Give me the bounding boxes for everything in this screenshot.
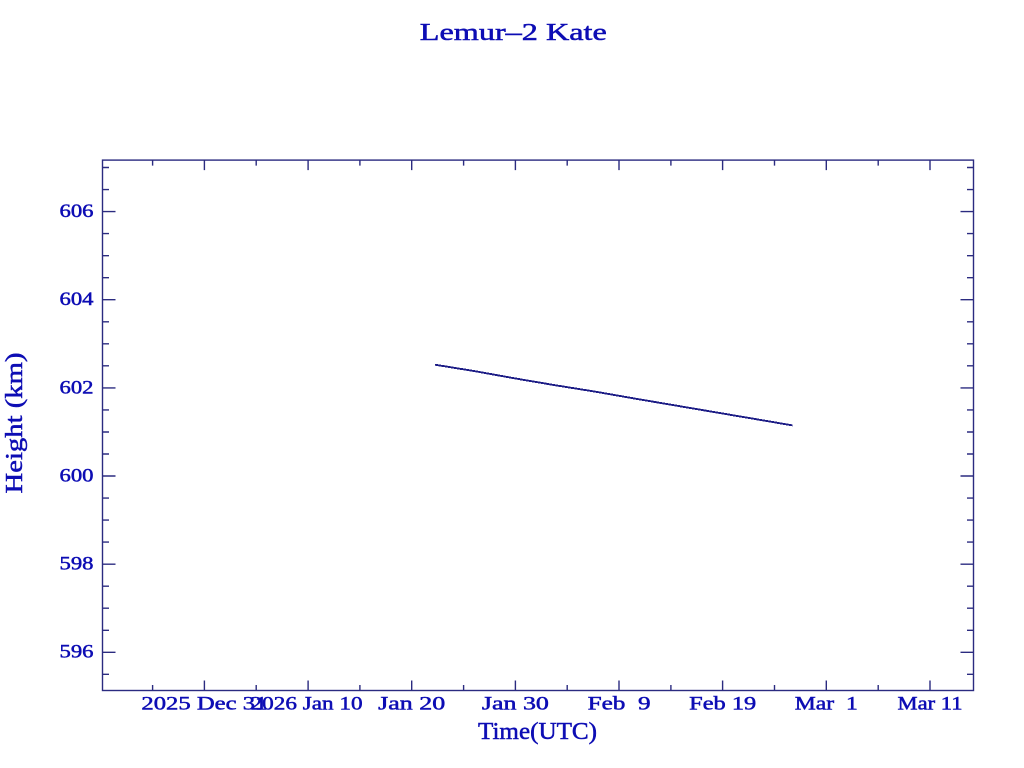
svg-text:2026 Jan 10: 2026 Jan 10 (251, 694, 363, 715)
svg-text:606: 606 (60, 201, 94, 222)
svg-text:Time(UTC): Time(UTC) (478, 719, 597, 745)
svg-text:Mar 11: Mar 11 (898, 694, 963, 715)
svg-text:Feb 9: Feb 9 (588, 694, 651, 715)
svg-text:Mar 1: Mar 1 (795, 694, 858, 715)
svg-text:602: 602 (60, 377, 94, 398)
svg-text:604: 604 (60, 289, 95, 310)
svg-text:2025 Dec 31: 2025 Dec 31 (141, 694, 267, 715)
svg-text:598: 598 (60, 554, 94, 575)
svg-text:600: 600 (60, 465, 94, 486)
svg-text:Lemur–2 Kate: Lemur–2 Kate (420, 20, 607, 46)
svg-text:596: 596 (60, 642, 94, 663)
svg-text:Jan 20: Jan 20 (378, 694, 445, 715)
svg-text:Feb 19: Feb 19 (689, 694, 756, 715)
svg-text:Jan 30: Jan 30 (482, 694, 549, 715)
svg-text:Height (km): Height (km) (2, 353, 28, 494)
